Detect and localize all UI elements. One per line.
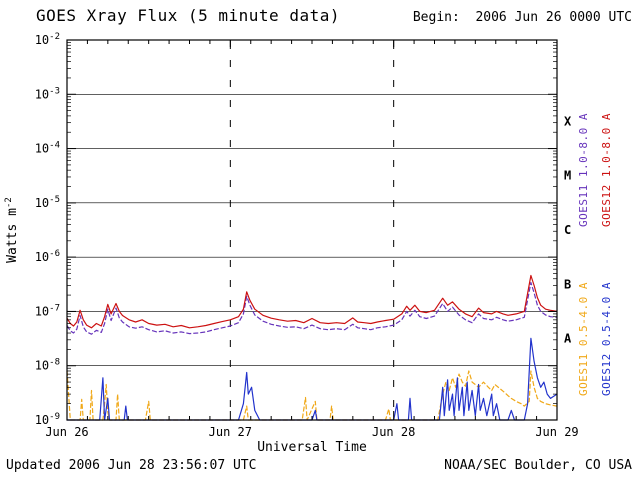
y-tick-label: 10-6: [35, 249, 60, 264]
source-attribution-label: NOAA/SEC Boulder, CO USA: [444, 458, 632, 473]
y-tick-label: 10-3: [35, 86, 60, 101]
series-goes11-long: [66, 282, 558, 335]
y-tick-label: 10-9: [35, 412, 60, 427]
legend-label-bottom-outer: GOES12 0.5-4.0 A: [600, 282, 613, 396]
y-tick-label: 10-4: [35, 141, 60, 156]
plot-frame: [66, 39, 558, 421]
flare-class-label-C: C: [564, 223, 571, 237]
flare-class-label-A: A: [564, 332, 572, 346]
y-axis-label: Watts m-2: [4, 197, 20, 263]
legend-label-top-inner: GOES11 1.0-8.0 A: [577, 113, 590, 227]
y-tick-label: 10-5: [35, 195, 60, 210]
x-tick-label: Jun 28: [372, 425, 415, 439]
y-tick-label: 10-7: [35, 303, 60, 318]
series-goes12-long: [66, 274, 558, 329]
y-tick-label: 10-2: [35, 32, 60, 47]
begin-timestamp-label: Begin: 2006 Jun 26 0000 UTC: [412, 10, 632, 25]
page-title: GOES Xray Flux (5 minute data): [36, 6, 340, 25]
x-tick-label: Jun 29: [535, 425, 578, 439]
legend-label-top-outer: GOES12 1.0-8.0 A: [600, 113, 613, 227]
flare-class-label-B: B: [564, 277, 571, 291]
y-tick-label: 10-8: [35, 358, 60, 373]
series-goes11-short: [66, 370, 558, 421]
updated-timestamp-label: Updated 2006 Jun 28 23:56:07 UTC: [6, 458, 257, 473]
flare-class-label-M: M: [564, 169, 571, 183]
legend-label-bottom-inner: GOES11 0.5-4.0 A: [577, 282, 590, 396]
x-tick-label: Jun 27: [209, 425, 252, 439]
flare-class-label-X: X: [564, 114, 572, 128]
x-axis-label: Universal Time: [257, 440, 367, 455]
x-tick-label: Jun 26: [45, 425, 88, 439]
